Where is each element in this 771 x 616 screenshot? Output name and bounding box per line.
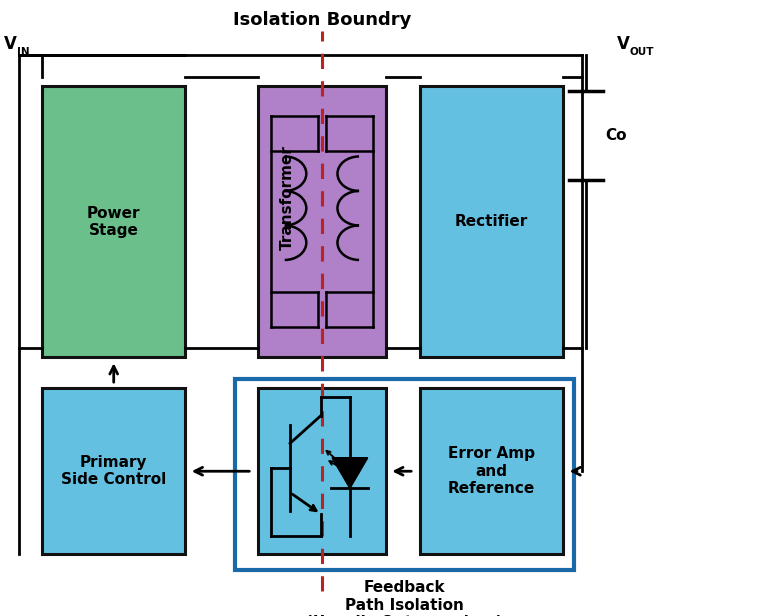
Bar bbox=[42, 86, 185, 357]
Text: Rectifier: Rectifier bbox=[455, 214, 528, 229]
Polygon shape bbox=[332, 458, 367, 488]
Bar bbox=[42, 388, 185, 554]
Text: V: V bbox=[617, 35, 630, 53]
Text: Co: Co bbox=[605, 128, 627, 143]
Text: Power
Stage: Power Stage bbox=[87, 206, 140, 238]
Bar bbox=[420, 388, 563, 554]
Text: IN: IN bbox=[17, 47, 29, 57]
Bar bbox=[258, 86, 386, 357]
Text: Error Amp
and
Reference: Error Amp and Reference bbox=[448, 447, 535, 496]
Text: Transformer: Transformer bbox=[280, 145, 295, 249]
Text: Primary
Side Control: Primary Side Control bbox=[61, 455, 167, 487]
Bar bbox=[235, 379, 574, 570]
Text: Isolation Boundry: Isolation Boundry bbox=[233, 11, 412, 30]
Bar bbox=[420, 86, 563, 357]
Text: Feedback
Path Isolation
(Usually Optocouplers): Feedback Path Isolation (Usually Optocou… bbox=[306, 580, 503, 616]
Bar bbox=[258, 388, 386, 554]
Text: OUT: OUT bbox=[630, 47, 655, 57]
Text: V: V bbox=[4, 35, 17, 53]
